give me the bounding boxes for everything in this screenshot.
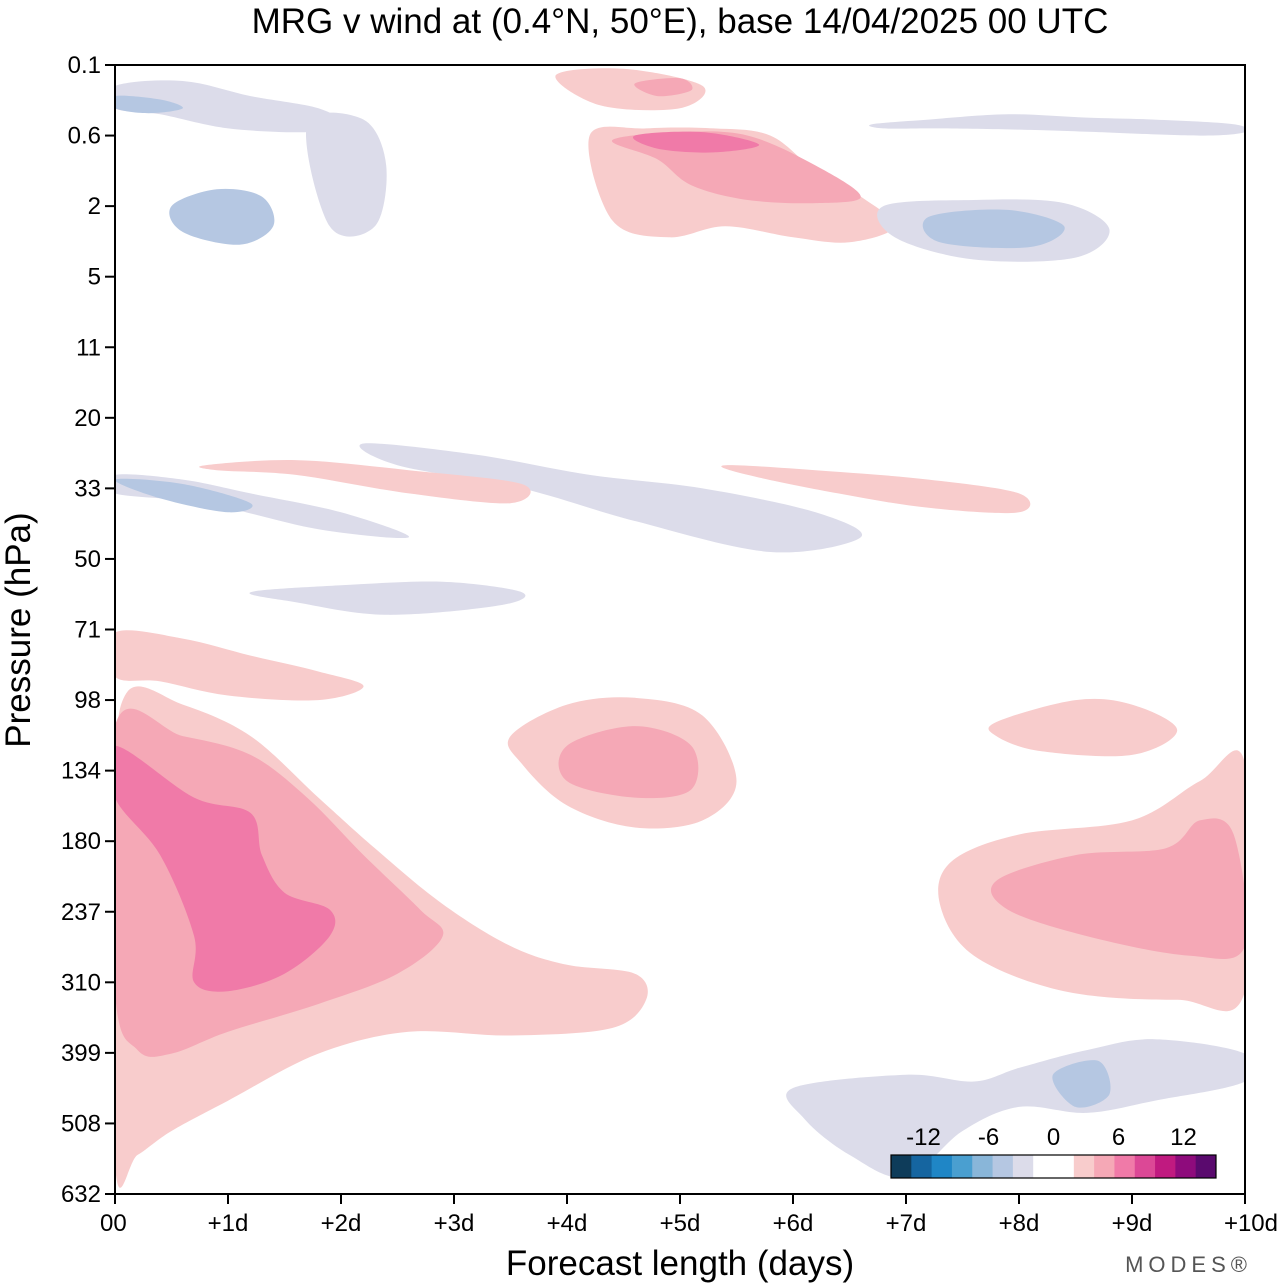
contour-fields <box>115 68 1245 1188</box>
x-tick-label: +8d <box>999 1210 1040 1237</box>
colorbar-label: 12 <box>1170 1124 1197 1151</box>
colorbar-label: 6 <box>1112 1124 1125 1151</box>
positive-contour-level-2 <box>991 818 1245 959</box>
colorbar-swatch <box>1195 1155 1217 1178</box>
negative-contour-level-1 <box>786 1039 1245 1178</box>
y-tick-label: 33 <box>74 475 101 502</box>
colorbar-swatch <box>972 1155 994 1178</box>
y-tick-label: 0.1 <box>68 52 101 79</box>
positive-contour-level-3 <box>115 745 336 992</box>
y-tick-label: 20 <box>74 405 101 432</box>
negative-contour-level-2 <box>1052 1060 1111 1108</box>
y-axis: 0.1 0.6 2 5 11 20 33 50 71 98 134 180 237 310 399 508 63… <box>61 52 115 1208</box>
colorbar-label: -12 <box>906 1124 941 1151</box>
x-tick-label: +3d <box>434 1210 475 1237</box>
negative-contour-level-2 <box>115 95 183 114</box>
positive-contour-level-1 <box>721 465 1031 514</box>
x-axis: 00 +1d +2d +3d +4d +5d +6d +7d +8d +9d +10d <box>100 1194 1278 1237</box>
y-tick-label: 71 <box>74 617 101 644</box>
y-axis-label: Pressure (hPa) <box>0 512 38 747</box>
colorbar-swatch <box>1175 1155 1197 1178</box>
y-tick-label: 237 <box>61 899 101 926</box>
positive-contour-level-1 <box>199 459 531 504</box>
y-tick-label: 0.6 <box>68 123 101 150</box>
colorbar-swatch <box>891 1155 912 1178</box>
y-tick-label: 50 <box>74 546 101 573</box>
colorbar-swatch <box>1155 1155 1176 1178</box>
positive-contour-level-2 <box>558 726 699 799</box>
negative-contour-level-2 <box>115 478 253 513</box>
negative-contour-level-1 <box>359 443 863 553</box>
x-tick-label: +1d <box>208 1210 249 1237</box>
y-tick-label: 5 <box>88 264 101 291</box>
x-tick-label: +5d <box>660 1210 701 1237</box>
colorbar-swatch <box>1012 1155 1034 1178</box>
negative-contour-level-2 <box>922 209 1065 249</box>
colorbar-swatch <box>1073 1155 1095 1178</box>
x-tick-label: 00 <box>100 1210 127 1237</box>
chart-title: MRG v wind at (0.4°N, 50°E), base 14/04/… <box>252 2 1109 41</box>
colorbar: -12 -6 0 6 12 <box>890 1124 1217 1179</box>
colorbar-swatch <box>1094 1155 1115 1178</box>
colorbar-swatch <box>992 1155 1014 1178</box>
x-tick-label: +10d <box>1224 1210 1278 1237</box>
colorbar-label: -6 <box>978 1124 999 1151</box>
colorbar-frame <box>890 1154 1217 1179</box>
negative-contour-level-1 <box>305 112 387 237</box>
y-tick-label: 180 <box>61 828 101 855</box>
negative-contour-level-1 <box>869 114 1245 136</box>
colorbar-swatch <box>911 1155 933 1178</box>
colorbar-swatch <box>1033 1155 1054 1178</box>
positive-contour-level-1 <box>988 698 1178 757</box>
negative-contour-level-2 <box>169 188 275 245</box>
modes-logo: MODES® <box>1125 1252 1252 1277</box>
positive-contour-level-2 <box>634 78 693 97</box>
positive-contour-level-1 <box>115 630 364 701</box>
y-tick-label: 134 <box>61 758 101 785</box>
negative-contour-level-1 <box>249 581 526 615</box>
colorbar-label: 0 <box>1047 1124 1060 1151</box>
y-tick-label: 632 <box>61 1181 101 1208</box>
y-tick-label: 508 <box>61 1110 101 1137</box>
x-tick-label: +4d <box>547 1210 588 1237</box>
x-tick-label: +6d <box>773 1210 814 1237</box>
x-tick-label: +7d <box>886 1210 927 1237</box>
positive-contour-level-3 <box>632 131 760 153</box>
x-tick-label: +2d <box>321 1210 362 1237</box>
y-tick-label: 98 <box>74 687 101 714</box>
y-tick-label: 310 <box>61 969 101 996</box>
x-tick-label: +9d <box>1112 1210 1153 1237</box>
y-tick-label: 399 <box>61 1040 101 1067</box>
x-axis-label: Forecast length (days) <box>506 1244 854 1283</box>
negative-contour-level-1 <box>115 80 342 133</box>
y-tick-label: 11 <box>76 334 101 361</box>
colorbar-swatch <box>1114 1155 1136 1178</box>
colorbar-swatch <box>931 1155 953 1178</box>
colorbar-swatch <box>951 1155 973 1178</box>
colorbar-swatch <box>1134 1155 1156 1178</box>
y-tick-label: 2 <box>88 193 101 220</box>
colorbar-swatch <box>1053 1155 1075 1178</box>
